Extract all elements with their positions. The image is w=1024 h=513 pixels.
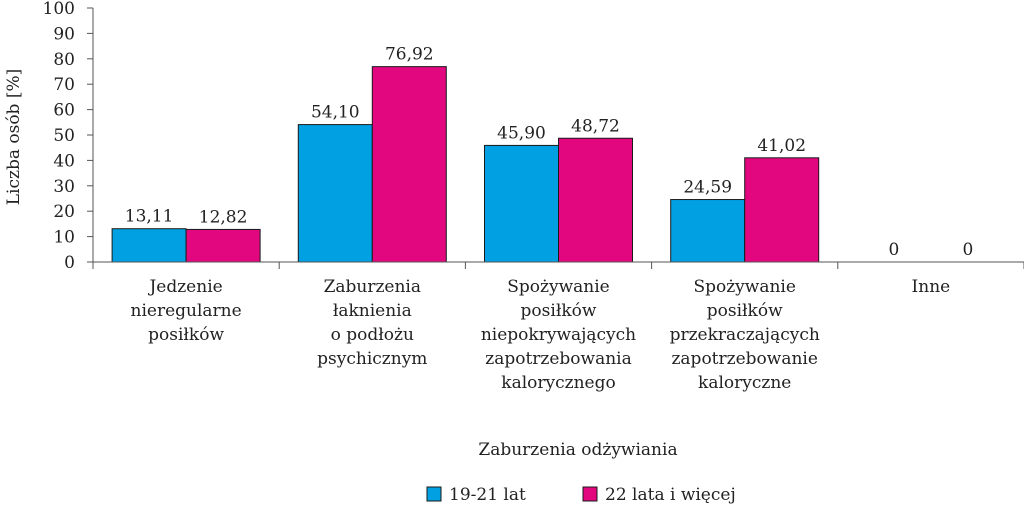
y-tick-label: 0 [64,253,75,273]
data-label: 54,10 [311,103,360,123]
data-labels: 13,11 54,10 45,90 24,59 0 12,82 76,92 48,72 41,0… [125,45,974,260]
bar-series-2 [371,66,447,263]
bar-series-1 [111,228,187,263]
x-axis: Jedzenie nieregularne posiłków Zaburzenia ła… [92,261,1024,393]
data-label: 24,59 [683,178,732,198]
data-label: 48,72 [571,116,620,136]
y-tick-label: 50 [53,126,75,146]
y-tick-label: 20 [53,202,75,222]
legend-swatch [426,486,442,502]
legend-label: 22 lata i więcej [605,485,736,505]
x-category-label: Spożywanie posiłków niepokrywających zapotr… [481,277,636,393]
legend: 19-21 lat 22 lata i więcej [426,485,736,505]
bar-series-2 [558,137,633,263]
y-tick-label: 100 [43,0,75,19]
y-tick-label: 30 [53,177,75,197]
legend-label: 19-21 lat [449,485,526,505]
bar-series-1 [670,199,746,263]
x-axis-title: Zaburzenia odżywiania [478,440,677,460]
x-category-label: Jedzenie nieregularne posiłków [131,277,242,345]
x-category-label: Spożywanie posiłków przekraczających zapotr… [670,277,820,393]
y-tick-label: 40 [53,151,75,171]
data-label: 0 [962,240,973,260]
bar-series-2 [185,228,261,263]
y-axis: 0 10 20 30 40 50 60 70 80 90 100 [43,0,94,273]
y-tick-label: 10 [53,228,75,248]
y-tick-label: 60 [53,101,75,121]
data-label: 76,92 [385,45,434,65]
data-label: 41,02 [757,136,806,156]
data-label: 12,82 [199,207,248,227]
y-tick-label: 90 [53,24,75,44]
data-label: 45,90 [497,123,546,143]
y-axis-title: Liczba osób [%] [4,69,24,206]
data-label: 13,11 [125,207,174,227]
y-tick-label: 70 [53,75,75,95]
bar-series-2 [744,157,820,263]
x-category-label: Inne [912,277,951,297]
data-label: 0 [888,240,899,260]
x-category-label: Zaburzenia łaknienia o podłożu psychicznym [317,277,427,369]
bar-series-1 [297,124,373,263]
y-tick-label: 80 [53,50,75,70]
bar-series-1 [484,144,559,263]
legend-swatch [582,486,598,502]
bars [111,66,820,263]
